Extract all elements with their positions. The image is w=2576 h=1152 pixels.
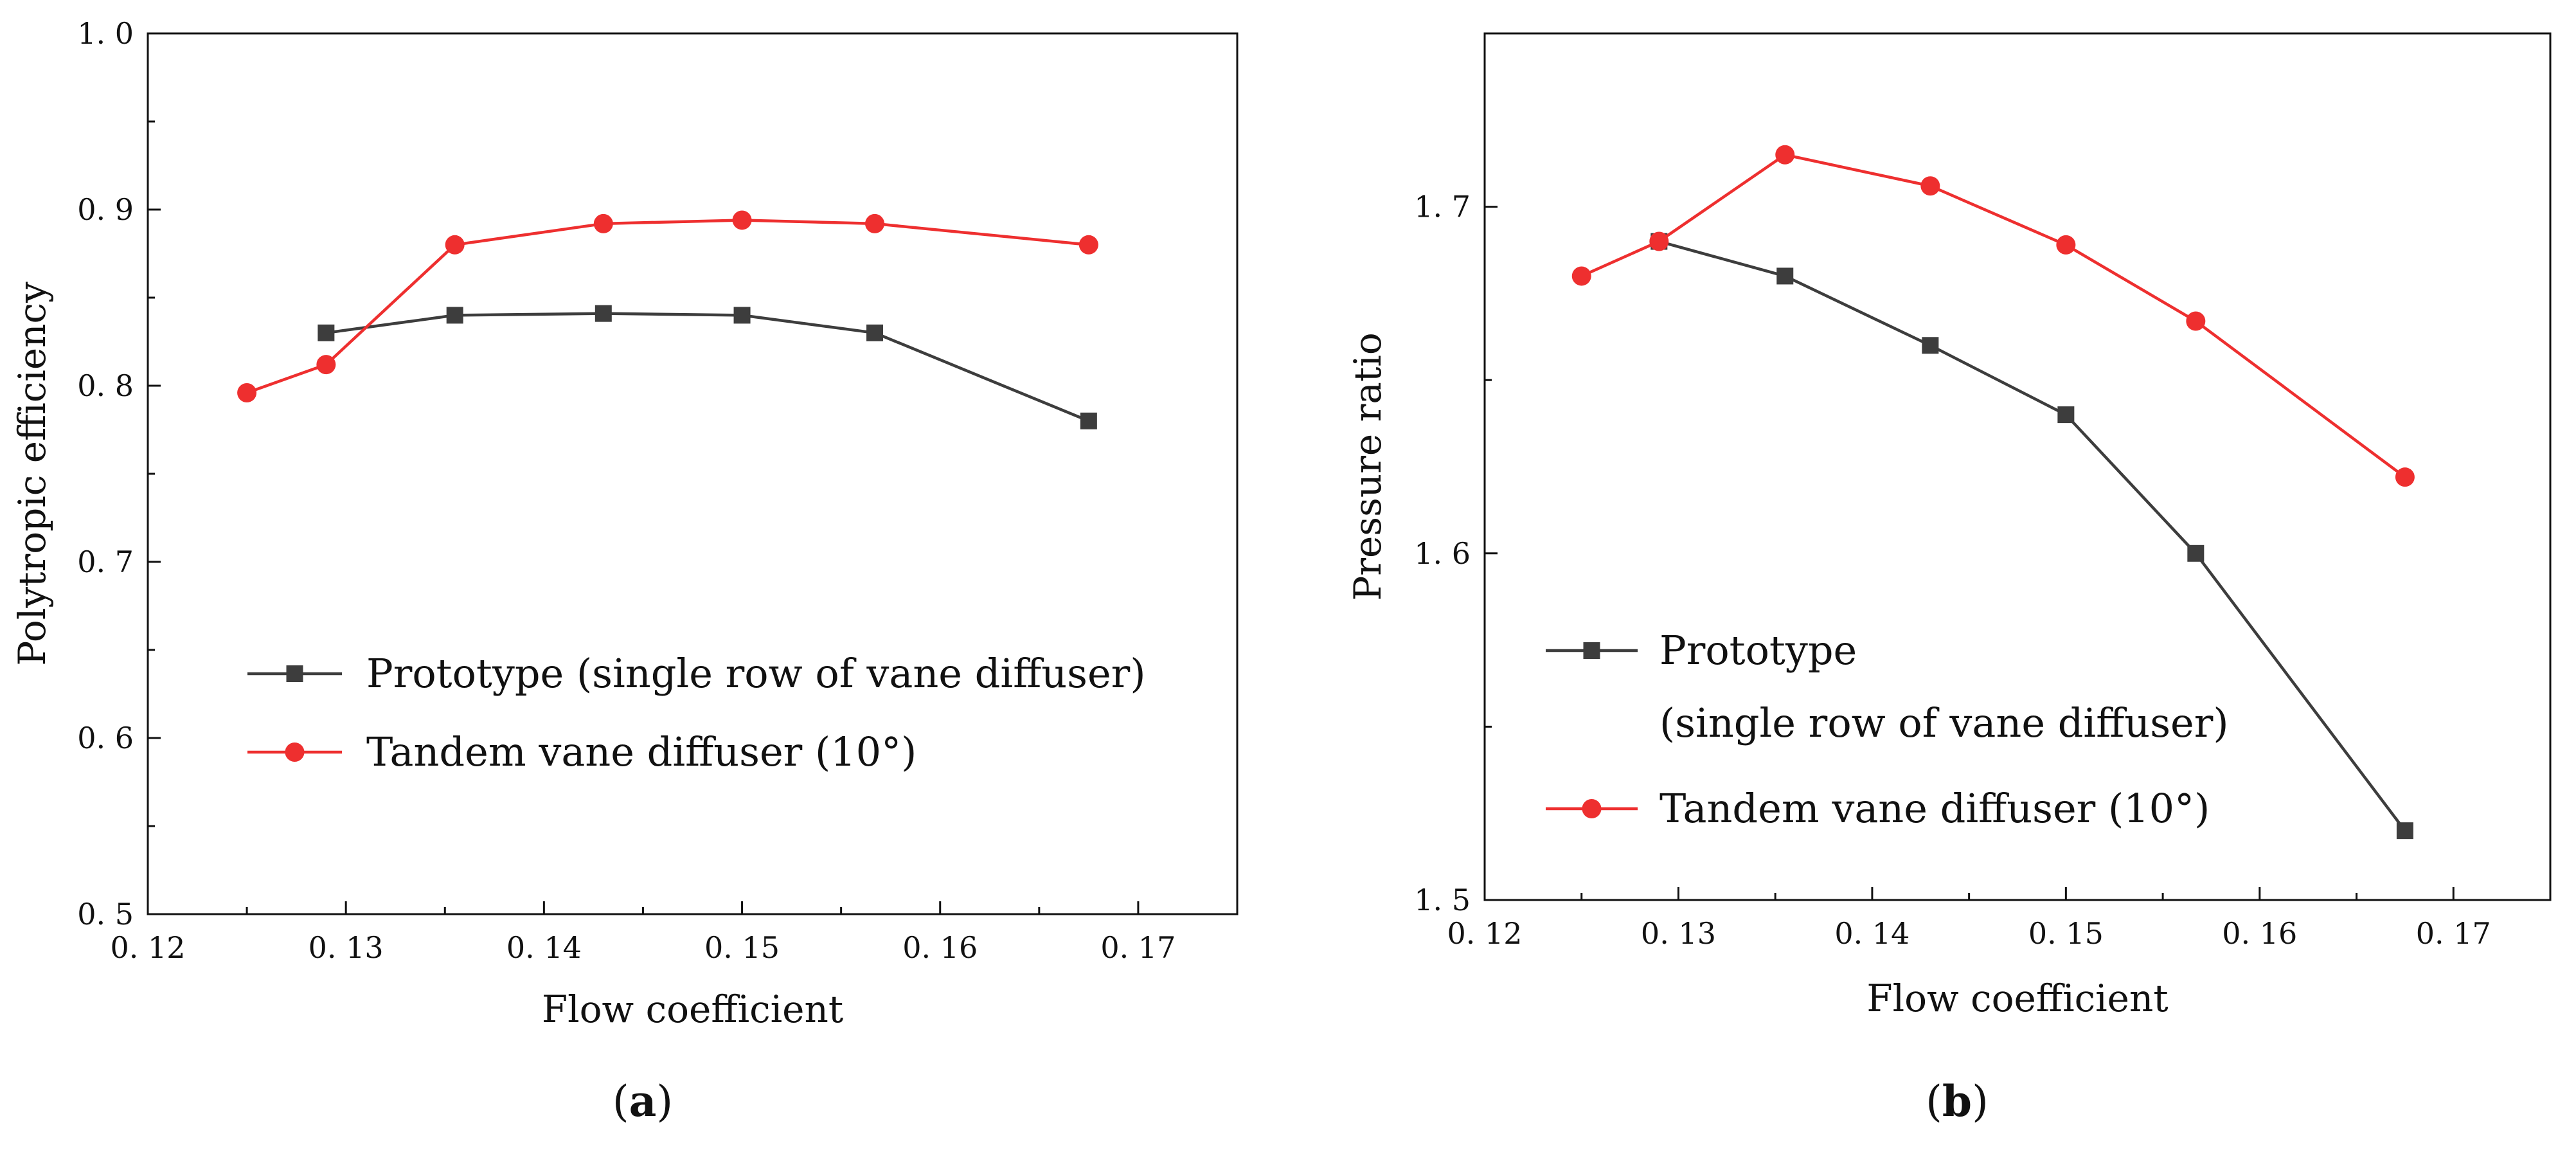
x-axis-title-a: Flow coefficient	[542, 987, 843, 1031]
y-tick-label-a: 0. 5	[77, 897, 134, 932]
panel-label-b: (b)	[1926, 1076, 1989, 1126]
data-point-tandem-b	[1571, 266, 1591, 286]
legend-a: Prototype (single row of vane diffuser) T…	[247, 650, 1146, 775]
x-tick-label-a: 0. 15	[704, 930, 780, 965]
data-point-prototype-b	[2057, 406, 2075, 424]
series-line-prototype-a	[326, 312, 1089, 422]
x-tick-label-b: 0. 16	[2222, 916, 2297, 951]
x-tick-label-a: 0. 17	[1100, 930, 1176, 965]
legend-marker-tandem	[285, 742, 305, 762]
data-point-tandem-a	[445, 235, 465, 255]
data-point-tandem-a	[732, 210, 752, 230]
legend-marker-tandem	[1582, 799, 1602, 818]
data-point-tandem-a	[1078, 235, 1098, 255]
data-point-prototype-a	[446, 307, 463, 324]
panel-label-a: (a)	[613, 1076, 673, 1126]
legend-b: Prototype (single row of vane diffuser) Ta…	[1546, 627, 2229, 832]
data-point-prototype-b	[2187, 544, 2205, 562]
series-line-prototype-b	[1658, 240, 2406, 832]
x-axis-title-b: Flow coefficient	[1866, 977, 2168, 1020]
legend-label-prototype: Prototype (single row of vane diffuser)	[366, 650, 1146, 697]
data-point-tandem-b	[2056, 235, 2076, 255]
chart-panel-b: 0. 12 0. 13 0. 14 0. 15 0. 16 0. 17 1. 5 1. 6 1.…	[1346, 32, 2552, 1020]
data-point-tandem-b	[2186, 311, 2206, 331]
data-point-tandem-b	[1920, 176, 1940, 196]
x-tick-label-a: 0. 14	[506, 930, 582, 965]
x-tick-label-b: 0. 17	[2416, 916, 2491, 951]
data-point-tandem-b	[1649, 231, 1669, 251]
y-tick-label-a: 0. 7	[77, 544, 134, 579]
data-point-tandem-a	[316, 355, 336, 375]
x-tick-label-b: 0. 15	[2028, 916, 2104, 951]
x-tick-label-b: 0. 13	[1641, 916, 1716, 951]
legend-label-tandem: Tandem vane diffuser (10°)	[366, 728, 917, 775]
data-point-tandem-b	[2395, 467, 2415, 487]
data-point-prototype-b	[1776, 267, 1794, 285]
legend-marker-prototype	[286, 665, 303, 682]
y-axis-title-b: Pressure ratio	[1346, 332, 1390, 601]
chart-panel-a: 0. 12 0. 13 0. 14 0. 15 0. 16 0. 17 0. 5 0. 6 0.…	[10, 16, 1239, 1031]
data-point-prototype-a	[866, 324, 884, 341]
y-tick-label-b: 1. 5	[1414, 883, 1471, 917]
data-point-tandem-a	[237, 382, 257, 402]
x-tick-label-a: 0. 13	[309, 930, 384, 965]
series-line-tandem-b	[1580, 153, 2406, 478]
data-point-prototype-b	[1922, 337, 1939, 354]
y-tick-label-b: 1. 7	[1414, 190, 1471, 224]
x-tick-label-b: 0. 14	[1834, 916, 1910, 951]
plot-frame-a	[147, 32, 1239, 915]
y-tick-label-a: 0. 8	[77, 368, 134, 403]
legend-label-prototype: (single row of vane diffuser)	[1659, 699, 2229, 746]
y-tick-label-a: 0. 6	[77, 721, 134, 755]
data-point-prototype-b	[2396, 822, 2413, 840]
legend-marker-prototype	[1583, 642, 1600, 659]
plot-frame-b	[1483, 32, 2552, 901]
x-tick-label-a: 0. 16	[902, 930, 978, 965]
data-point-prototype-a	[318, 324, 335, 341]
y-tick-label-b: 1. 6	[1414, 536, 1471, 571]
legend-label-prototype: Prototype	[1659, 627, 1857, 674]
y-axis-title-a: Polytropic efficiency	[10, 282, 54, 666]
legend-label-tandem: Tandem vane diffuser (10°)	[1659, 785, 2210, 832]
data-point-prototype-a	[1080, 412, 1097, 429]
data-point-prototype-a	[733, 307, 751, 324]
y-tick-label-a: 0. 9	[77, 192, 134, 227]
data-point-prototype-a	[595, 305, 612, 322]
data-point-tandem-b	[1775, 145, 1795, 165]
x-tick-label-a: 0. 12	[110, 930, 185, 965]
y-tick-label-a: 1. 0	[77, 16, 134, 51]
data-point-tandem-a	[593, 213, 613, 233]
series-line-tandem-a	[246, 219, 1089, 395]
data-point-tandem-a	[865, 213, 885, 233]
x-tick-label-b: 0. 12	[1447, 916, 1522, 951]
